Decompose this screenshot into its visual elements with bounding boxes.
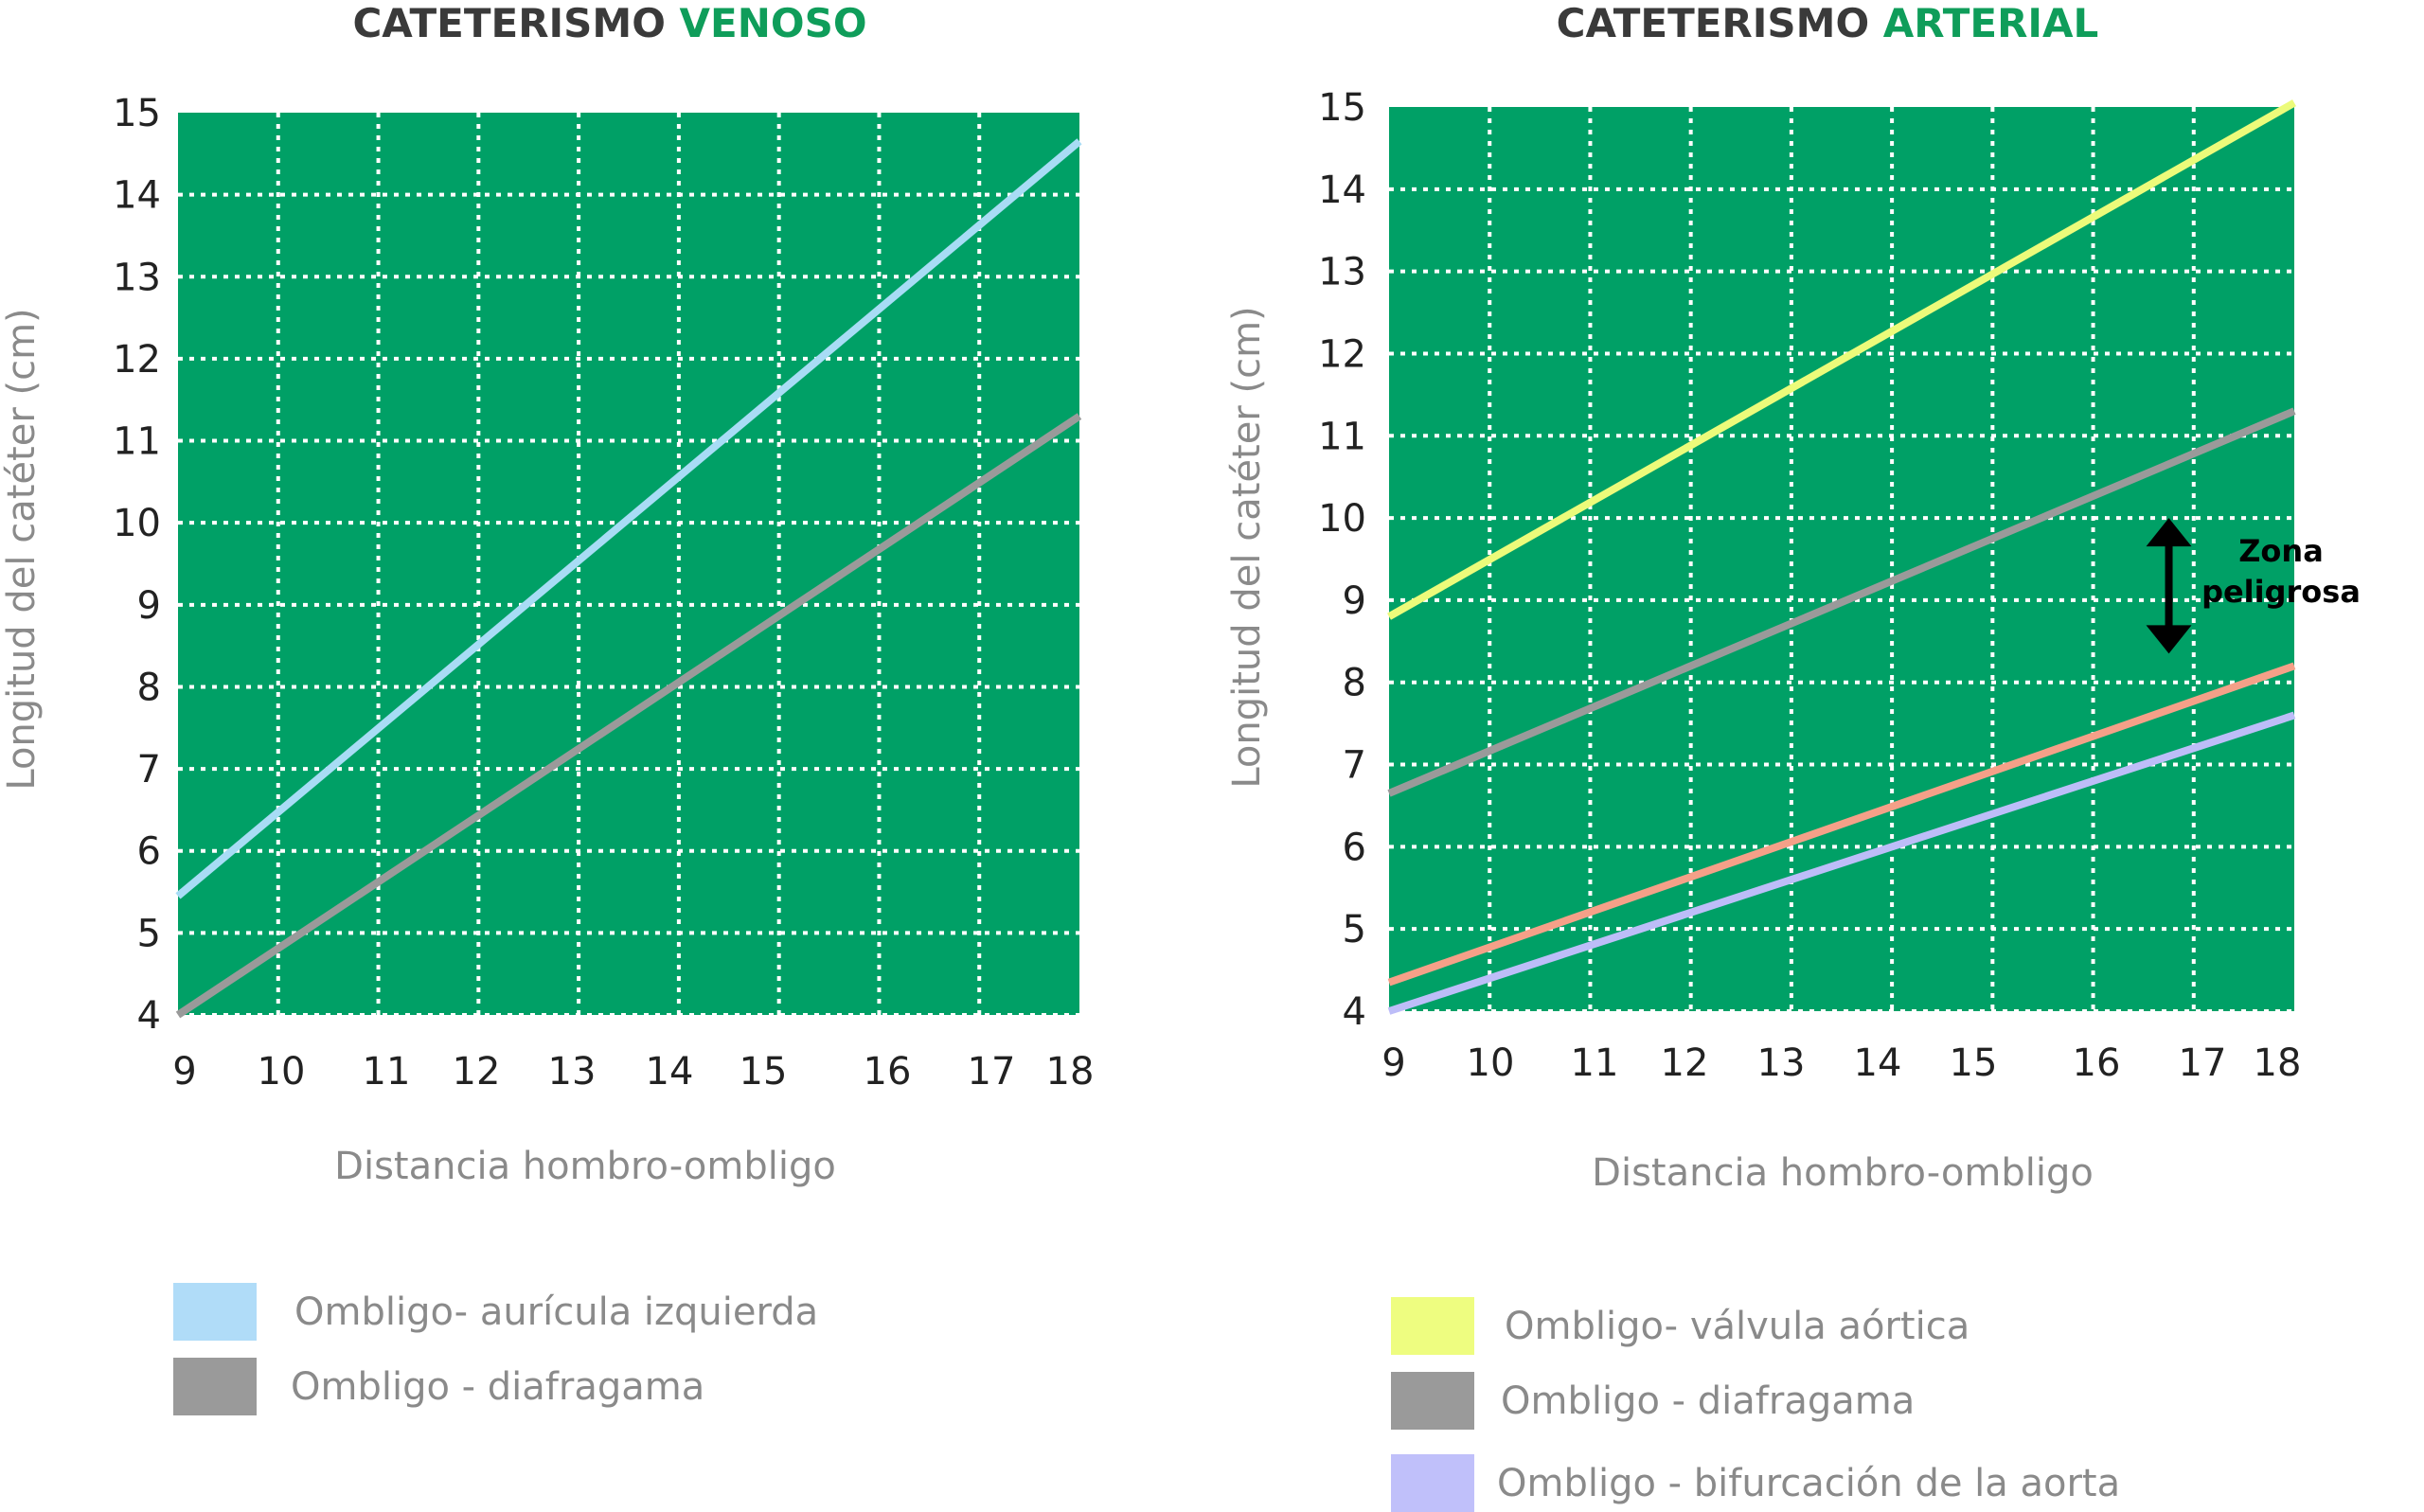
y-tick-label: 9 bbox=[137, 584, 161, 628]
y-tick-label: 4 bbox=[137, 994, 161, 1038]
x-tick-label: 9 bbox=[172, 1050, 196, 1094]
danger-zone-label: peligrosa bbox=[2201, 574, 2361, 610]
y-tick-label: 11 bbox=[113, 420, 161, 464]
y-tick-label: 11 bbox=[1318, 415, 1366, 458]
x-axis-title: Distancia hombro-ombligo bbox=[1592, 1151, 2094, 1195]
series-line-1 bbox=[175, 413, 1082, 1019]
y-tick-label: 6 bbox=[1343, 826, 1366, 869]
legend-item-valvula: Ombligo- válvula aórtica bbox=[1391, 1297, 1970, 1355]
y-tick-label: 4 bbox=[1343, 990, 1366, 1034]
y-tick-label: 12 bbox=[113, 338, 161, 382]
x-tick-label: 14 bbox=[646, 1050, 694, 1094]
legend-item-diafragama: Ombligo - diafragama bbox=[173, 1358, 704, 1415]
x-tick-label: 18 bbox=[2254, 1041, 2302, 1085]
x-tick-label: 18 bbox=[1046, 1050, 1095, 1094]
legend-label: Ombligo - bifurcación de la aorta bbox=[1497, 1461, 2121, 1505]
x-tick-label: 12 bbox=[1661, 1041, 1709, 1085]
legend-swatch bbox=[173, 1358, 257, 1415]
x-tick-label: 9 bbox=[1381, 1041, 1405, 1085]
legend-swatch bbox=[173, 1283, 257, 1341]
x-axis-title: Distancia hombro-ombligo bbox=[334, 1145, 836, 1188]
arrow-down-icon bbox=[2146, 625, 2192, 654]
legend-swatch bbox=[1391, 1372, 1474, 1430]
x-tick-label: 14 bbox=[1854, 1041, 1902, 1085]
x-tick-label: 16 bbox=[2073, 1041, 2121, 1085]
title-prefix: CATETERISMO bbox=[1556, 0, 1870, 46]
y-tick-label: 6 bbox=[137, 830, 161, 874]
arrow-up-icon bbox=[2146, 518, 2192, 547]
y-tick-label: 5 bbox=[137, 912, 161, 955]
y-tick-label: 7 bbox=[137, 748, 161, 792]
legend-label: Ombligo - diafragama bbox=[1501, 1379, 1916, 1423]
x-tick-label: 17 bbox=[2179, 1041, 2227, 1085]
arterial-title: CATETERISMO ARTERIAL bbox=[1557, 0, 2099, 46]
title-accent: ARTERIAL bbox=[1882, 0, 2099, 46]
plot-background bbox=[1389, 107, 2294, 1011]
x-tick-label: 12 bbox=[453, 1050, 501, 1094]
x-tick-label: 16 bbox=[864, 1050, 912, 1094]
legend-label: Ombligo- aurícula izquierda bbox=[294, 1290, 819, 1334]
series-line-0 bbox=[175, 138, 1082, 899]
series-line-1 bbox=[1387, 407, 2296, 797]
x-tick-label: 11 bbox=[1571, 1041, 1619, 1085]
y-tick-label: 13 bbox=[113, 256, 161, 299]
x-tick-label: 10 bbox=[258, 1050, 306, 1094]
y-tick-label: 9 bbox=[1343, 579, 1366, 623]
y-tick-label: 7 bbox=[1343, 744, 1366, 788]
y-tick-label: 8 bbox=[137, 666, 161, 709]
y-tick-label: 14 bbox=[1318, 169, 1366, 212]
legend-label: Ombligo- válvula aórtica bbox=[1505, 1304, 1970, 1348]
x-tick-label: 13 bbox=[548, 1050, 597, 1094]
x-tick-label: 11 bbox=[363, 1050, 411, 1094]
y-axis-title: Longitud del catéter (cm) bbox=[1225, 306, 1269, 788]
y-axis-title: Longitud del catéter (cm) bbox=[0, 308, 44, 790]
venoso-chart: 4 5 6 7 8 9 10 11 12 13 14 15 9 10 11 12 13 14 15 16 17 18 Dis… bbox=[0, 92, 1095, 1188]
legend-label: Ombligo - diafragama bbox=[291, 1364, 705, 1409]
x-tick-label: 10 bbox=[1467, 1041, 1515, 1085]
y-tick-label: 15 bbox=[113, 92, 161, 135]
series-line-0 bbox=[1387, 99, 2296, 620]
y-tick-label: 5 bbox=[1343, 908, 1366, 952]
venoso-title: CATETERISMO VENOSO bbox=[352, 0, 866, 46]
series-line-3 bbox=[1387, 711, 2296, 1015]
y-tick-label: 14 bbox=[113, 174, 161, 218]
legend-item-auricula: Ombligo- aurícula izquierda bbox=[173, 1283, 818, 1341]
y-tick-label: 15 bbox=[1318, 86, 1366, 130]
legend-swatch bbox=[1391, 1297, 1474, 1355]
y-tick-label: 12 bbox=[1318, 332, 1366, 376]
legend-item-diafragama-arterial: Ombligo - diafragama bbox=[1391, 1372, 1915, 1430]
x-tick-label: 17 bbox=[968, 1050, 1016, 1094]
series-line-2 bbox=[1387, 662, 2296, 987]
x-tick-label: 15 bbox=[1950, 1041, 1998, 1085]
legend-swatch bbox=[1391, 1454, 1474, 1512]
y-tick-label: 8 bbox=[1343, 662, 1366, 705]
y-tick-label: 13 bbox=[1318, 251, 1366, 294]
danger-zone-label: Zona bbox=[2238, 533, 2324, 569]
title-prefix: CATETERISMO bbox=[352, 0, 666, 46]
x-tick-label: 13 bbox=[1757, 1041, 1806, 1085]
legend-item-bifurcacion: Ombligo - bifurcación de la aorta bbox=[1391, 1454, 2120, 1512]
y-tick-label: 10 bbox=[113, 502, 161, 545]
y-tick-label: 10 bbox=[1318, 497, 1366, 541]
title-accent: VENOSO bbox=[679, 0, 867, 46]
x-tick-label: 15 bbox=[740, 1050, 788, 1094]
